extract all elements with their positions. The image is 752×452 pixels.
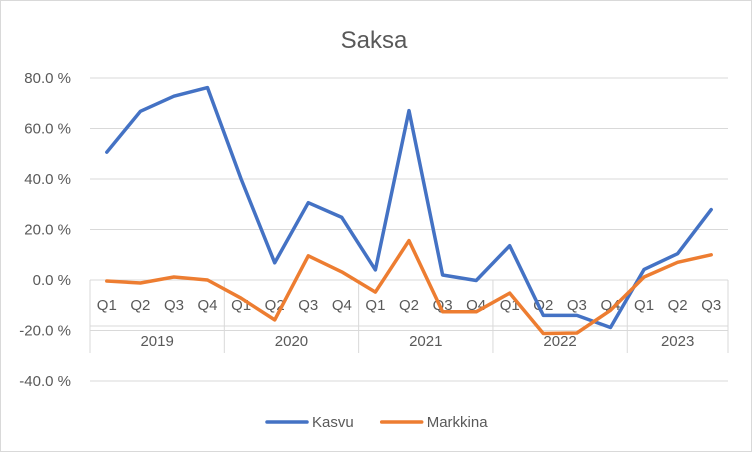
- x-tick-quarter: Q4: [600, 297, 620, 314]
- y-tick-label: -20.0 %: [19, 323, 71, 340]
- y-tick-label: -40.0 %: [19, 373, 71, 390]
- y-tick-label: 0.0 %: [33, 272, 71, 289]
- x-tick-quarter: Q3: [164, 297, 184, 314]
- y-tick-label: 80.0 %: [24, 70, 71, 87]
- x-tick-year: 2021: [409, 333, 442, 350]
- legend: Kasvu Markkina: [265, 414, 489, 431]
- series-line-markkina: [105, 238, 713, 336]
- x-tick-year: 2023: [661, 333, 694, 350]
- x-tick-quarter: Q4: [198, 297, 218, 314]
- chart-title: Saksa: [341, 27, 408, 54]
- y-tick-label: 60.0 %: [24, 121, 71, 138]
- x-tick-quarter: Q1: [97, 297, 117, 314]
- x-tick-quarter: Q2: [668, 297, 688, 314]
- x-tick-quarter: Q3: [298, 297, 318, 314]
- x-tick-quarter: Q1: [365, 297, 385, 314]
- x-tick-quarter: Q4: [332, 297, 352, 314]
- legend-label: Markkina: [427, 414, 489, 431]
- series-lines: [105, 85, 713, 336]
- x-tick-year: 2022: [543, 333, 576, 350]
- x-axis: Q1 Q2 Q3 Q4 Q1 Q2 Q3 Q4 Q1 Q2 Q3 Q4 Q1 Q2 Q3 Q4 Q1 Q2 Q320…: [89, 279, 729, 353]
- x-tick-quarter: Q3: [701, 297, 721, 314]
- y-tick-label: 40.0 %: [24, 171, 71, 188]
- y-tick-label: 20.0 %: [24, 222, 71, 239]
- x-tick-year: 2019: [140, 333, 173, 350]
- x-tick-quarter: Q2: [130, 297, 150, 314]
- x-tick-quarter: Q2: [399, 297, 419, 314]
- y-tick-labels: 80.0 % 60.0 % 40.0 % 20.0 % 0.0 % -20.0 % -40.…: [19, 70, 71, 390]
- legend-label: Kasvu: [312, 414, 354, 431]
- series-line-kasvu: [105, 85, 713, 330]
- x-tick-quarter: Q1: [634, 297, 654, 314]
- x-tick-quarter: Q3: [567, 297, 587, 314]
- x-tick-year: 2020: [275, 333, 308, 350]
